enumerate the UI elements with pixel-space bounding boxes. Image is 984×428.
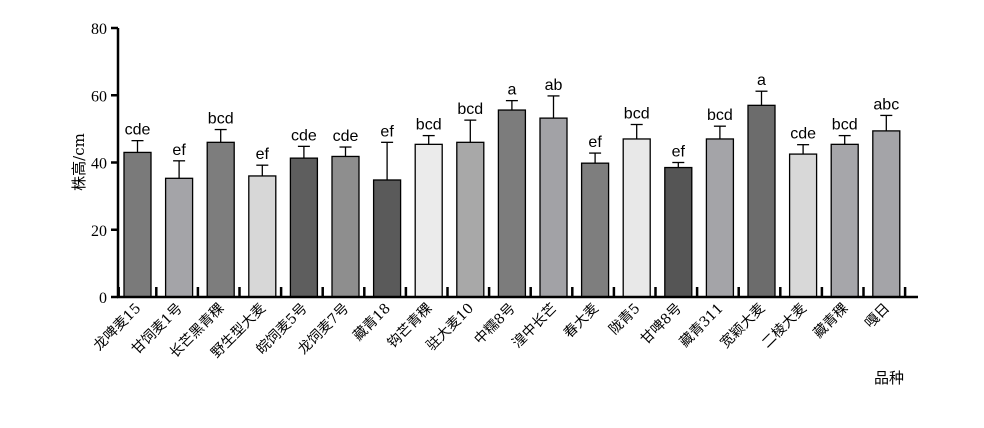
significance-label: bcd [832,117,858,134]
bar [664,166,693,298]
significance-label: ef [672,144,686,161]
significance-label: bcd [457,101,483,118]
bar [580,162,610,298]
significance-label: bcd [707,107,733,124]
category-label: 宽颖大麦 [717,300,769,352]
bar [414,143,443,298]
significance-label: cde [125,122,151,139]
significance-label: ab [545,77,563,94]
y-tick-label: 40 [91,156,107,173]
significance-label: ef [380,123,394,140]
bars-layer [123,90,901,298]
bar [164,177,194,298]
category-label: 嘎日 [862,301,893,332]
bar [830,143,859,298]
y-tick-label: 80 [91,21,107,38]
bar [248,175,277,298]
y-tick-label: 0 [99,290,107,307]
significance-label: cde [333,128,359,145]
y-axis-label: 株高/cm [70,133,88,191]
bar [497,109,527,298]
bar [539,117,568,298]
category-label: 湟中长芒 [509,301,560,352]
bar [872,130,901,298]
ticks-layer: 0 20 40 60 80 [91,21,907,307]
category-label: 二棱大麦 [759,301,810,352]
significance-label: a [757,72,766,89]
category-label: 藏青稞 [811,301,852,342]
bar [206,141,235,298]
significance-label: ef [588,134,602,151]
significance-label: cde [790,126,816,143]
bar [788,153,818,298]
bar [331,155,360,298]
significance-label: bcd [624,106,650,123]
y-tick-label: 20 [91,223,107,240]
bar [289,157,319,298]
bar [372,179,402,298]
category-label: 陇青5 [606,301,643,338]
bar [747,104,776,298]
bar [705,138,735,298]
significance-label: ef [256,146,270,163]
significance-label: cde [291,127,317,144]
category-label: 春大麦 [561,301,602,342]
x-axis-label: 品种 [874,369,904,387]
bar [123,151,152,298]
y-tick-label: 60 [91,88,107,105]
bar [622,138,651,298]
significance-label: a [507,82,516,99]
significance-label: ef [172,142,186,159]
significance-label: abc [873,96,899,113]
significance-label: bcd [416,117,442,134]
bar [456,141,485,298]
significance-label: bcd [208,111,234,128]
